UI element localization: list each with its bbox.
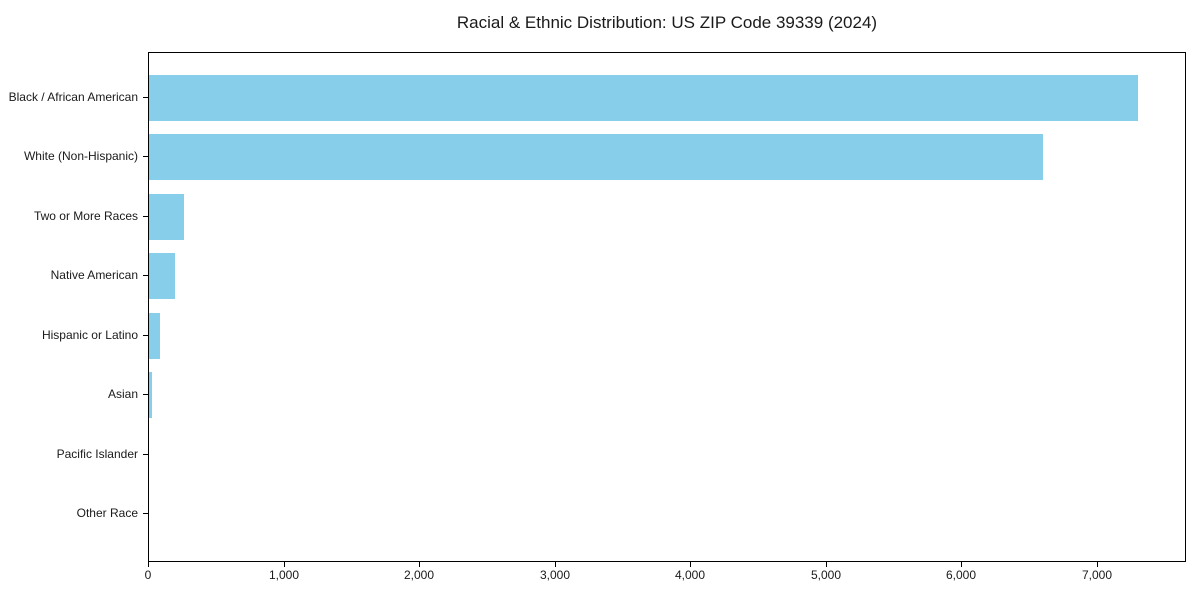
y-tick-label-other-race: Other Race [76,506,138,520]
x-tick-label-0: 0 [144,568,152,582]
y-tick-label-asian: Asian [107,387,138,401]
x-tick-mark [826,562,827,567]
y-tick-label-hispanic-or-latino: Hispanic or Latino [41,328,138,342]
y-tick-mark [143,454,148,455]
x-tick-mark [419,562,420,567]
x-tick-mark [284,562,285,567]
plot-area [148,52,1186,562]
y-tick-label-two-or-more-races: Two or More Races [33,209,138,223]
x-tick-mark [690,562,691,567]
bar-asian [149,372,152,419]
y-tick-label-white-non-hispanic: White (Non-Hispanic) [23,149,138,163]
bar-two-or-more-races [149,193,184,240]
x-tick-mark [1097,562,1098,567]
y-tick-label-black-african-american: Black / African American [8,90,138,104]
x-tick-mark [961,562,962,567]
y-tick-mark [143,216,148,217]
x-tick-mark [555,562,556,567]
x-tick-label-3000: 3,000 [539,568,571,582]
x-tick-label-4000: 4,000 [674,568,706,582]
x-tick-label-6000: 6,000 [945,568,977,582]
y-tick-label-native-american: Native American [50,268,138,282]
bar-white-non-hispanic [149,134,1043,181]
y-tick-mark [143,335,148,336]
y-tick-mark [143,156,148,157]
y-tick-mark [143,97,148,98]
bar-hispanic-or-latino [149,312,160,359]
y-tick-mark [143,394,148,395]
bar-black-african-american [149,74,1138,121]
x-tick-label-5000: 5,000 [810,568,842,582]
y-tick-label-pacific-islander: Pacific Islander [56,447,138,461]
x-tick-label-2000: 2,000 [403,568,435,582]
chart-title: Racial & Ethnic Distribution: US ZIP Cod… [456,13,878,32]
x-tick-label-7000: 7,000 [1081,568,1113,582]
x-tick-mark [148,562,149,567]
x-tick-label-1000: 1,000 [268,568,300,582]
y-tick-mark [143,275,148,276]
y-tick-mark [143,513,148,514]
bar-native-american [149,253,175,300]
